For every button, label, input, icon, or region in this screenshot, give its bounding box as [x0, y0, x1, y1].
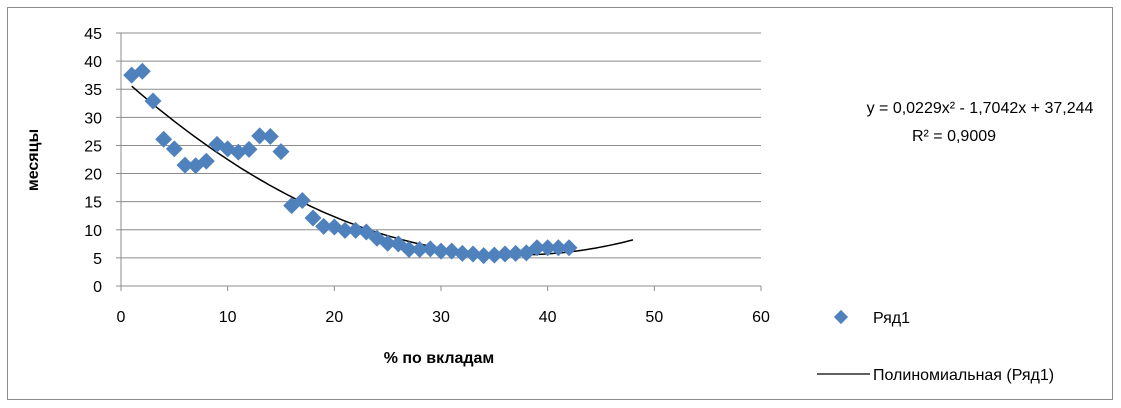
trend-r-squared: R² = 0,9009: [912, 128, 996, 145]
y-tick-label: 25: [84, 138, 102, 155]
series-points: [123, 62, 578, 265]
data-point: [133, 62, 151, 80]
x-axis-title: % по вкладам: [384, 350, 495, 367]
legend: Ряд1 Полиномиальная (Ряд1): [817, 309, 1054, 384]
data-point: [293, 192, 311, 210]
data-point: [549, 239, 567, 257]
data-point: [379, 234, 397, 252]
data-point: [272, 143, 290, 161]
x-tick-label: 20: [325, 309, 343, 326]
data-point: [315, 217, 333, 235]
data-point: [155, 130, 173, 148]
y-tick-label: 35: [84, 82, 102, 99]
y-tick-label: 45: [84, 26, 102, 43]
y-tick-label: 15: [84, 195, 102, 212]
legend-marker-series: [833, 309, 849, 325]
data-point: [560, 239, 578, 257]
legend-label-series: Ряд1: [873, 310, 910, 327]
y-tick-label: 30: [84, 110, 102, 127]
y-tick-label: 10: [84, 223, 102, 240]
x-tick-label: 50: [645, 309, 663, 326]
data-point: [336, 221, 354, 239]
y-tick-label: 40: [84, 54, 102, 71]
data-point: [485, 246, 503, 264]
x-tick-label: 40: [539, 309, 557, 326]
data-point: [197, 152, 215, 170]
data-point: [347, 221, 365, 239]
data-point: [528, 239, 546, 257]
y-tick-label: 0: [93, 279, 102, 296]
gridlines: [121, 32, 761, 259]
data-point: [176, 156, 194, 174]
data-point: [240, 140, 258, 158]
data-point: [411, 240, 429, 258]
data-point: [144, 92, 162, 110]
legend-label-trendline: Полиномиальная (Ряд1): [873, 367, 1054, 384]
chart-area: [7, 7, 1113, 400]
data-point: [475, 247, 493, 265]
data-point: [400, 240, 418, 258]
x-tick-label: 30: [432, 309, 450, 326]
trend-equation: y = 0,0229x² - 1,7042x + 37,244: [867, 100, 1094, 117]
data-point: [539, 239, 557, 257]
x-tick-label: 0: [117, 309, 126, 326]
data-point: [507, 244, 525, 262]
data-point: [464, 245, 482, 263]
axes: [116, 32, 762, 291]
y-tick-labels: 0 5 10 15 20 25 30 35 40 45: [84, 26, 102, 296]
y-tick-label: 5: [93, 251, 102, 268]
x-tick-label: 10: [219, 309, 237, 326]
data-point: [496, 245, 514, 263]
data-point: [251, 127, 269, 145]
data-point: [453, 244, 471, 262]
data-point: [165, 140, 183, 158]
data-point: [261, 127, 279, 145]
x-tick-labels: 0 10 20 30 40 50 60: [117, 309, 770, 326]
x-tick-label: 60: [752, 309, 770, 326]
data-point: [304, 209, 322, 227]
y-tick-label: 20: [84, 167, 102, 184]
y-axis-title: месяцы: [25, 129, 42, 191]
